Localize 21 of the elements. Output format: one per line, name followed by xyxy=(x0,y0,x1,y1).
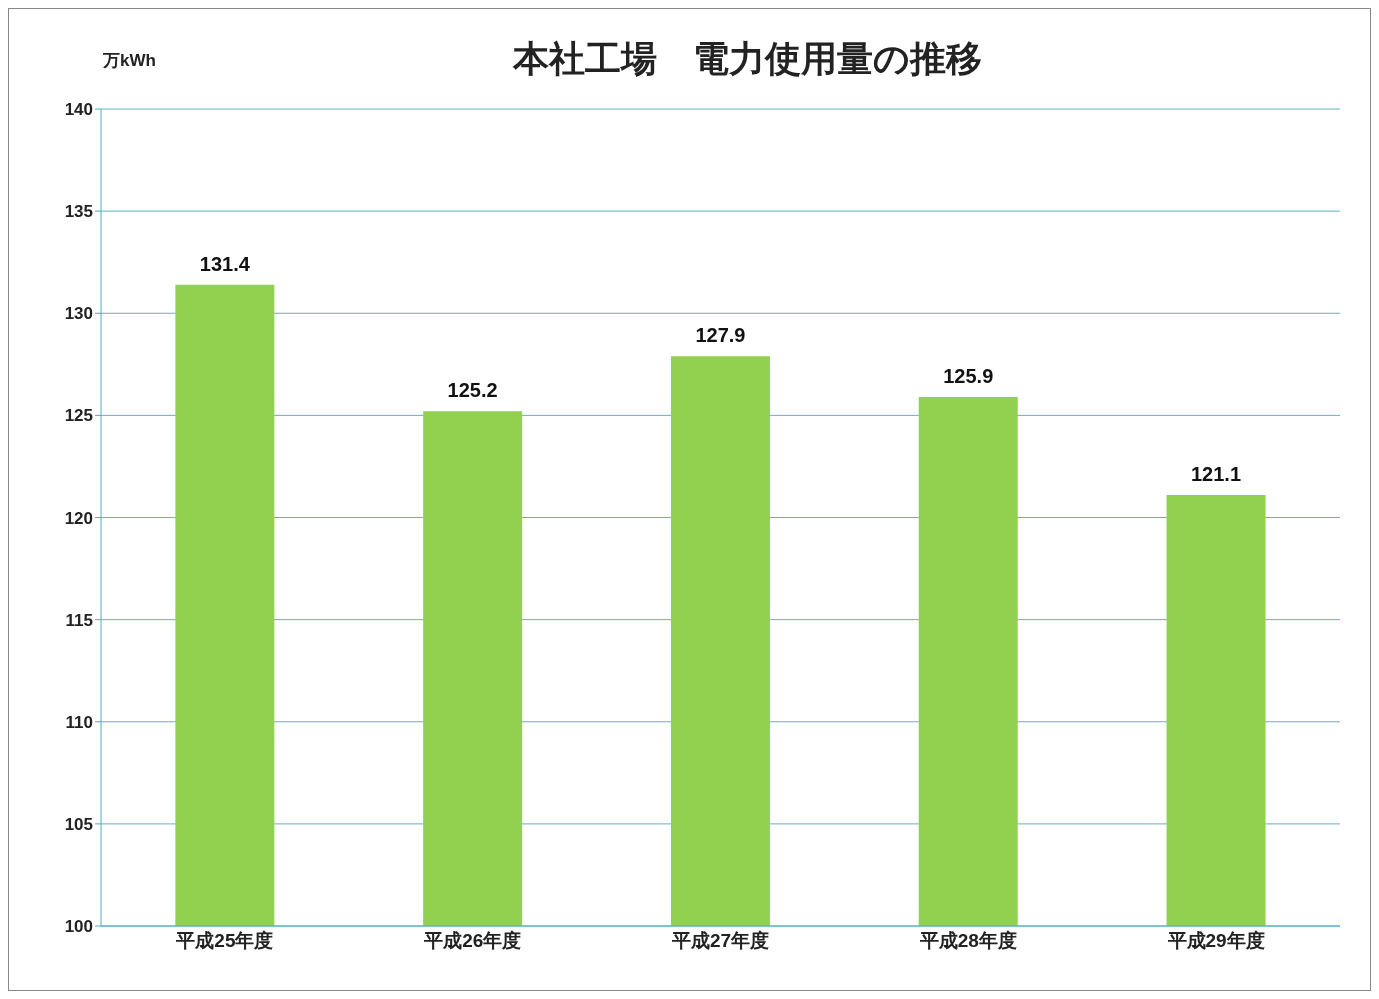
x-tick-label: 平成29年度 xyxy=(1166,930,1265,952)
x-tick-label: 平成28年度 xyxy=(918,930,1017,952)
y-axis-title: 万kWh xyxy=(103,50,156,72)
y-tick-label: 135 xyxy=(64,202,93,222)
y-tick-label: 115 xyxy=(65,610,93,630)
chart-title: 本社工場 電力使用量の推移 xyxy=(512,38,982,79)
x-tick-label: 平成25年度 xyxy=(175,930,274,952)
data-label: 121.1 xyxy=(1191,463,1242,486)
y-tick-label: 100 xyxy=(64,917,93,937)
y-tick-label: 105 xyxy=(64,814,93,834)
y-tick-label: 125 xyxy=(64,406,93,426)
x-tick-label: 平成27年度 xyxy=(670,930,770,952)
y-tick-label: 110 xyxy=(65,712,93,732)
data-label: 125.9 xyxy=(943,364,994,387)
data-label: 125.2 xyxy=(447,379,498,402)
y-tick-label: 130 xyxy=(64,304,93,324)
x-tick-label: 平成26年度 xyxy=(423,930,522,952)
data-label: 127.9 xyxy=(695,324,746,347)
data-label: 131.4 xyxy=(199,252,251,275)
y-tick-label: 140 xyxy=(64,100,93,120)
y-tick-label: 120 xyxy=(64,508,93,528)
